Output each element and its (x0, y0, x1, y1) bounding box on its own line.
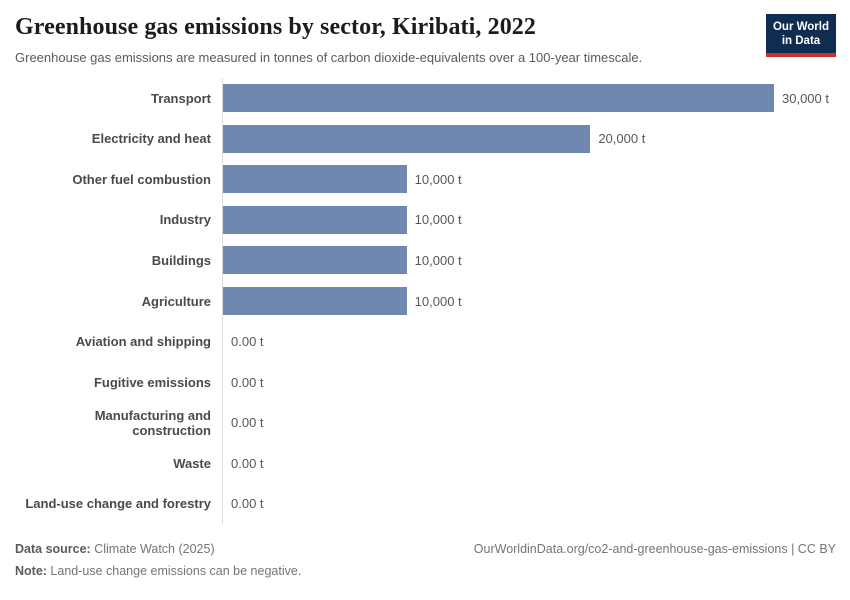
bar-value: 10,000 t (414, 252, 462, 268)
bar-value: 0.00 t (231, 496, 264, 512)
bar-label: Electricity and heat (91, 131, 211, 147)
bar-label: Transport (151, 90, 211, 106)
bar-label: Other fuel combustion (72, 171, 211, 187)
bar (223, 124, 591, 153)
bar-label: Waste (173, 455, 211, 471)
chart-row: Land-use change and forestry 0.00 t (15, 483, 836, 525)
bar (223, 287, 407, 315)
bar-track: 20,000 t (222, 118, 836, 160)
bar-chart: Transport 30,000 t Electricity and heat 20,… (15, 78, 836, 525)
chart-row: Fugitive emissions 0.00 t (15, 361, 836, 403)
chart-header: Greenhouse gas emissions by sector, Kiri… (15, 14, 836, 65)
bar-track: 0.00 t (222, 402, 836, 443)
bar-value: 10,000 t (414, 212, 462, 228)
bar-value: 10,000 t (414, 171, 462, 187)
bar-track: 10,000 t (222, 199, 836, 241)
owid-logo-line1: Our World (772, 21, 829, 33)
chart-row: Manufacturing and construction 0.00 t (15, 402, 836, 443)
data-source-line: Data source: Climate Watch (2025) (15, 541, 301, 557)
bar-label: Fugitive emissions (93, 374, 211, 390)
bar-track: 0.00 t (222, 483, 836, 525)
bar-value: 30,000 t (782, 90, 829, 106)
bar (223, 165, 407, 194)
bar-track: 0.00 t (222, 321, 836, 362)
bar-label: Aviation and shipping (75, 334, 211, 350)
bar-value: 0.00 t (231, 374, 264, 390)
bar-value: 20,000 t (598, 131, 646, 147)
chart-footer: Data source: Climate Watch (2025) Note: … (15, 541, 836, 579)
bar (223, 246, 407, 275)
bar-label: Land-use change and forestry (25, 496, 211, 512)
bar-label: Manufacturing and construction (94, 407, 211, 438)
bar-value: 0.00 t (231, 415, 264, 431)
chart-subtitle: Greenhouse gas emissions are measured in… (15, 50, 643, 65)
note-line: Note: Land-use change emissions can be n… (15, 563, 301, 579)
bar-value: 0.00 t (231, 455, 264, 471)
bar-label: Industry (159, 212, 211, 228)
data-source-label: Data source: (15, 542, 91, 557)
bar-label: Agriculture (141, 293, 211, 309)
bar-track: 0.00 t (222, 361, 836, 403)
chart-row: Agriculture 10,000 t (15, 280, 836, 322)
note-label: Note: (15, 564, 47, 579)
chart-row: Other fuel combustion 10,000 t (15, 159, 836, 200)
chart-row: Industry 10,000 t (15, 199, 836, 241)
owid-logo-line2: in Data (781, 35, 821, 47)
chart-row: Buildings 10,000 t (15, 240, 836, 281)
bar-track: 10,000 t (222, 240, 836, 281)
attribution-link: OurWorldinData.org/co2-and-greenhouse-ga… (473, 542, 836, 557)
chart-title: Greenhouse gas emissions by sector, Kiri… (15, 14, 537, 40)
bar (223, 84, 774, 113)
footer-left: Data source: Climate Watch (2025) Note: … (15, 541, 301, 579)
chart-row: Electricity and heat 20,000 t (15, 118, 836, 160)
bar-label: Buildings (151, 252, 211, 268)
bar-track: 10,000 t (222, 280, 836, 322)
chart-row: Transport 30,000 t (15, 78, 836, 119)
header-text: Greenhouse gas emissions by sector, Kiri… (15, 14, 642, 65)
bar-track: 30,000 t (222, 78, 836, 119)
data-source-value: Climate Watch (2025) (90, 542, 215, 557)
chart-row: Aviation and shipping 0.00 t (15, 321, 836, 362)
bar-track: 10,000 t (222, 159, 836, 200)
bar (223, 205, 407, 234)
note-value: Land-use change emissions can be negativ… (46, 564, 302, 579)
bar-track: 0.00 t (222, 442, 836, 484)
bar-value: 10,000 t (414, 293, 462, 309)
owid-logo: Our World in Data (766, 14, 836, 57)
bar-value: 0.00 t (231, 334, 264, 350)
chart-row: Waste 0.00 t (15, 442, 836, 484)
